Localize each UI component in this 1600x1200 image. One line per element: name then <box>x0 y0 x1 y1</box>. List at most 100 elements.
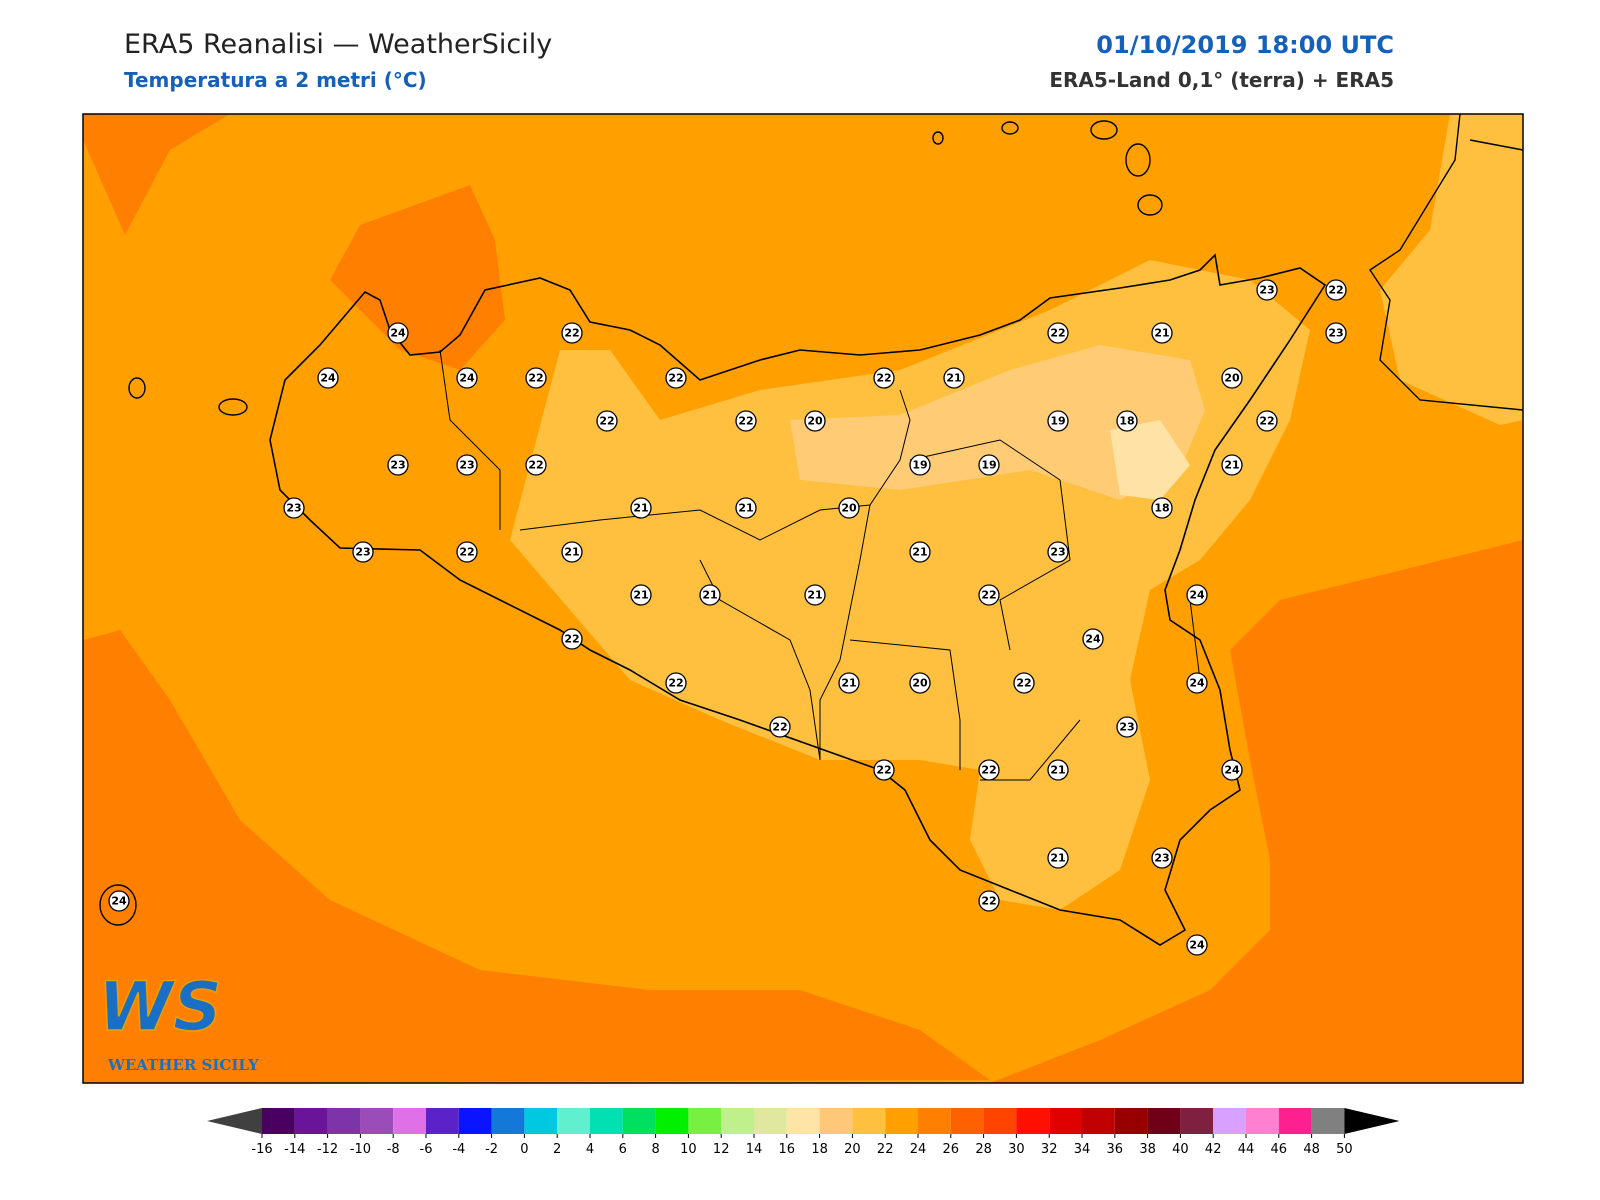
station-marker <box>1221 367 1243 389</box>
colorbar-tick-label: 18 <box>811 1142 828 1157</box>
colorbar-tick-label: -4 <box>452 1142 465 1157</box>
station-marker <box>978 454 1000 476</box>
station-value: 22 <box>1328 284 1343 297</box>
station: 23 <box>352 541 374 563</box>
map-frame <box>82 113 1524 1084</box>
coastline-calabria <box>1369 114 1523 411</box>
colorbar-tick-label: 20 <box>844 1142 861 1157</box>
station-value: 21 <box>912 546 927 559</box>
station-value: 22 <box>876 372 891 385</box>
station-value: 22 <box>564 633 579 646</box>
colorbar-tick-label: 32 <box>1041 1142 1058 1157</box>
station-marker <box>1221 454 1243 476</box>
station-marker <box>769 716 791 738</box>
colorbar-tick-label: 26 <box>943 1142 960 1157</box>
source: ERA5-Land 0,1° (terra) + ERA5 <box>1049 68 1394 92</box>
station-marker <box>1325 322 1347 344</box>
colorbar-bin <box>786 1108 820 1134</box>
colorbar-bin <box>655 1108 689 1134</box>
station-marker <box>943 367 965 389</box>
station-value: 22 <box>738 415 753 428</box>
station: 24 <box>108 890 130 912</box>
station-value: 22 <box>459 546 474 559</box>
colorbar-tick-label: 14 <box>746 1142 763 1157</box>
station-value: 22 <box>876 764 891 777</box>
station-marker <box>838 672 860 694</box>
station: 22 <box>456 541 478 563</box>
colorbar-tick-label: -12 <box>317 1142 338 1157</box>
station-value: 24 <box>459 372 475 385</box>
field-cool <box>1380 114 1523 425</box>
colorbar-tick-label: 42 <box>1205 1142 1222 1157</box>
station: 21 <box>735 497 757 519</box>
colorbar-bin <box>426 1108 459 1134</box>
station: 21 <box>699 584 721 606</box>
station: 23 <box>1325 322 1347 344</box>
station-value: 21 <box>946 372 961 385</box>
station: 23 <box>1047 541 1069 563</box>
field-warm <box>990 540 1523 1083</box>
station-value: 24 <box>1189 677 1205 690</box>
station-value: 23 <box>1154 852 1169 865</box>
colorbar-tick-label: -2 <box>485 1142 498 1157</box>
station-value: 22 <box>981 589 996 602</box>
station-marker <box>525 454 547 476</box>
station: 24 <box>317 367 339 389</box>
station-value: 24 <box>111 895 127 908</box>
station: 20 <box>804 410 826 432</box>
colorbar-tick-label: -14 <box>284 1142 305 1157</box>
station-value: 21 <box>633 502 648 515</box>
station-value: 22 <box>772 721 787 734</box>
colorbar-tick-label: 24 <box>910 1142 927 1157</box>
station-marker <box>804 410 826 432</box>
station: 24 <box>456 367 478 389</box>
station-value: 21 <box>1224 459 1239 472</box>
station-value: 21 <box>1154 327 1169 340</box>
station: 23 <box>1256 279 1278 301</box>
colorbar-tick-label: 30 <box>1008 1142 1025 1157</box>
colorbar-bin <box>918 1108 951 1134</box>
station: 21 <box>1047 847 1069 869</box>
station: 22 <box>769 716 791 738</box>
station-value: 19 <box>1050 415 1065 428</box>
station-value: 24 <box>320 372 336 385</box>
colorbar-bin <box>1213 1108 1246 1134</box>
colorbar-tick-label: 36 <box>1107 1142 1124 1157</box>
station: 19 <box>978 454 1000 476</box>
field-warm <box>330 185 505 370</box>
station-value: 21 <box>1050 852 1065 865</box>
colorbar-bin <box>1082 1108 1115 1134</box>
station-value: 18 <box>1119 415 1134 428</box>
station-marker <box>387 454 409 476</box>
station-marker <box>838 497 860 519</box>
station-value: 23 <box>1050 546 1065 559</box>
station: 22 <box>1013 672 1035 694</box>
station: 22 <box>525 367 547 389</box>
station: 24 <box>1186 584 1208 606</box>
colorbar-tick-label: 44 <box>1238 1142 1255 1157</box>
colorbar-tick-label: 48 <box>1303 1142 1320 1157</box>
colorbar-tick-label: 6 <box>619 1142 627 1157</box>
colorbar-bin <box>819 1108 853 1134</box>
station-value: 20 <box>841 502 857 515</box>
station-value: 21 <box>1050 764 1065 777</box>
station-value: 22 <box>668 372 683 385</box>
station-marker <box>630 497 652 519</box>
colorbar-bin <box>1246 1108 1279 1134</box>
colorbar-bin <box>983 1108 1017 1134</box>
station-value: 21 <box>841 677 856 690</box>
station-marker <box>1047 541 1069 563</box>
station-marker <box>1013 672 1035 694</box>
colorbar-tick-label: -8 <box>387 1142 400 1157</box>
station: 18 <box>1116 410 1138 432</box>
station-value: 18 <box>1154 502 1169 515</box>
station-marker <box>317 367 339 389</box>
station-value: 22 <box>599 415 614 428</box>
colorbar-bin <box>622 1108 656 1134</box>
province-borders <box>439 349 1201 781</box>
field-warm <box>83 630 990 1083</box>
colorbar-under <box>207 1108 262 1134</box>
station-value: 23 <box>1328 327 1343 340</box>
station-marker <box>1116 410 1138 432</box>
station-marker <box>387 322 409 344</box>
